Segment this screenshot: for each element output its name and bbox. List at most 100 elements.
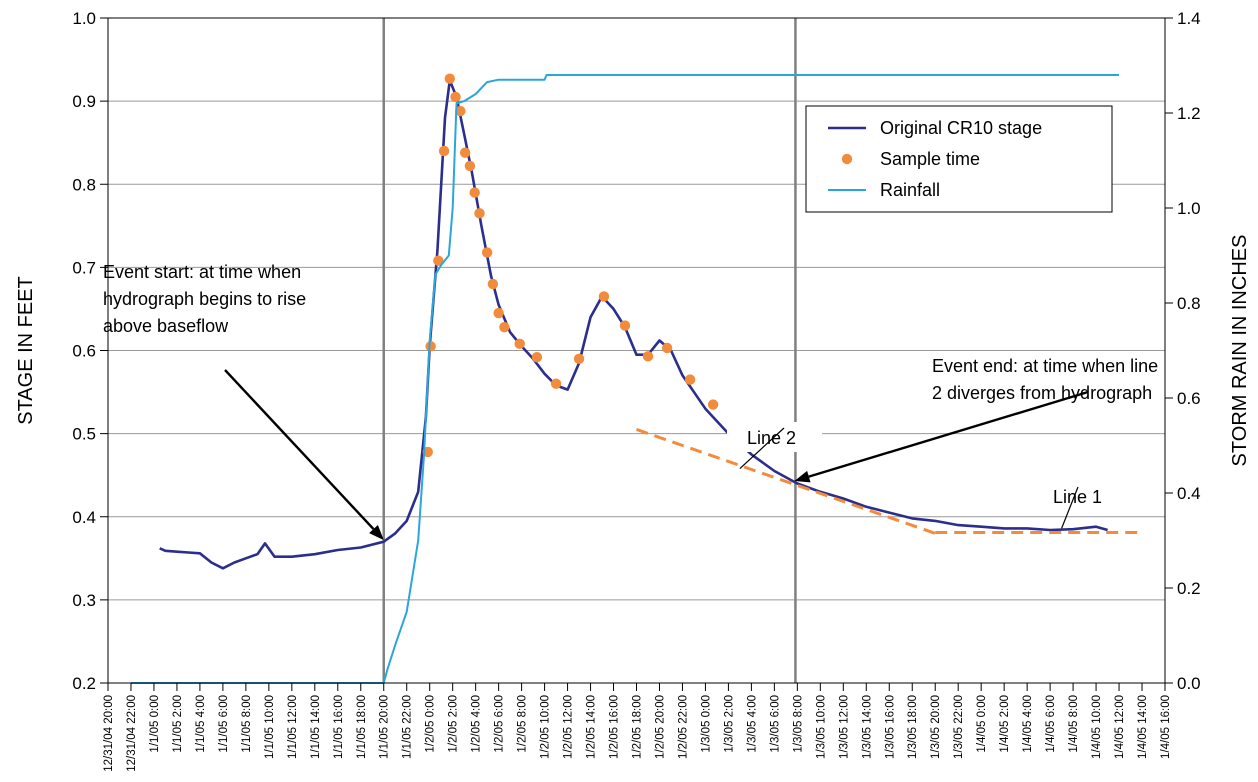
- left-tick-label: 0.8: [72, 175, 96, 194]
- line-2-label-text: Line 2: [747, 428, 796, 448]
- right-tick-label: 1.4: [1177, 9, 1201, 28]
- legend-label: Sample time: [880, 149, 980, 169]
- x-tick-label: 1/2/05 6:00: [494, 695, 506, 753]
- x-tick-label: 1/1/05 10:00: [264, 695, 276, 759]
- x-tick-label: 1/3/05 14:00: [861, 695, 873, 759]
- sample-point: [459, 147, 471, 158]
- sample-point: [474, 208, 485, 219]
- legend: Original CR10 stage Sample time Rainfall: [805, 105, 1113, 213]
- x-tick-label: 1/3/05 16:00: [884, 695, 896, 759]
- x-tick-label: 1/3/05 18:00: [907, 695, 919, 759]
- series-layer: [131, 73, 1119, 684]
- x-tick-label: 1/2/05 16:00: [609, 695, 621, 759]
- annotation-leader-line: [739, 427, 785, 469]
- x-tick-label: 1/2/05 2:00: [448, 695, 460, 753]
- vertical-event-markers: [382, 18, 797, 683]
- right-tick-label: 1.2: [1177, 104, 1201, 123]
- x-tick-label: 1/2/05 18:00: [632, 695, 644, 759]
- left-tick-label: 0.7: [72, 258, 96, 277]
- x-tick-label: 1/1/05 18:00: [356, 695, 368, 759]
- line-1-label-text: Line 1: [1053, 487, 1102, 507]
- x-tick-label: 1/3/05 8:00: [792, 695, 804, 753]
- reference-lines: [636, 428, 1143, 535]
- event-end-text: Event end: at time when line: [932, 356, 1158, 376]
- legend-label: Original CR10 stage: [880, 118, 1042, 138]
- sample-point: [455, 105, 466, 117]
- x-tick-label: 1/3/05 4:00: [746, 695, 758, 753]
- left-tick-label: 0.3: [72, 591, 96, 610]
- sample-point: [619, 320, 631, 331]
- left-tick-label: 0.9: [72, 92, 96, 111]
- x-tick-label: 1/1/05 6:00: [218, 695, 230, 753]
- x-tick-label: 1/4/05 12:00: [1114, 695, 1126, 759]
- annotation-leader-line: [1061, 486, 1079, 529]
- x-tick-label: 1/1/05 2:00: [172, 695, 184, 753]
- x-tick-label: 1/2/05 20:00: [655, 695, 667, 759]
- sample-point: [438, 145, 450, 157]
- right-tick-label: 0.0: [1177, 674, 1201, 693]
- left-tick-label: 1.0: [72, 9, 96, 28]
- legend-box: [805, 105, 1113, 213]
- x-tick-label: 1/4/05 14:00: [1137, 695, 1149, 759]
- sample-point: [444, 73, 456, 84]
- x-tick-label: 1/3/05 6:00: [769, 695, 781, 753]
- x-tick-label: 1/3/05 0:00: [700, 695, 712, 753]
- right-tick-label: 1.0: [1177, 199, 1201, 218]
- sample-time-series: [422, 73, 719, 458]
- sample-point: [425, 341, 436, 352]
- sample-point: [661, 342, 673, 354]
- axes: 0.2 0.3 0.4 0.5 0.6 0.7 0.8 0.9 1.0 0.0 0.2 0.4 0.6 0…: [15, 9, 1251, 772]
- event-start-text: hydrograph begins to rise: [103, 289, 306, 309]
- x-tick-label: 12/31/04 22:00: [126, 695, 138, 772]
- annotation-arrow-head: [794, 470, 811, 483]
- x-tick-label: 1/2/05 12:00: [563, 695, 575, 759]
- x-tick-label: 1/4/05 4:00: [1022, 695, 1034, 753]
- x-tick-label: 1/1/05 8:00: [241, 695, 253, 753]
- x-tick-label: 1/2/05 4:00: [471, 695, 483, 753]
- sample-point: [598, 291, 610, 302]
- sample-point: [642, 351, 654, 362]
- event-start-text: above baseflow: [103, 316, 229, 336]
- y-right-axis-title: STORM RAIN IN INCHES: [1229, 235, 1251, 467]
- x-tick-label: 1/1/05 14:00: [310, 695, 322, 759]
- x-tick-label: 12/31/04 20:00: [103, 695, 115, 772]
- x-tick-label: 1/4/05 2:00: [999, 695, 1011, 753]
- left-tick-label: 0.4: [72, 508, 96, 527]
- annotations: Event start: at time when hydrograph begi…: [103, 262, 1158, 541]
- sample-point: [531, 351, 543, 363]
- sample-point: [481, 247, 493, 258]
- x-tick-label: 1/3/05 22:00: [953, 695, 965, 759]
- reference-line-1: [636, 428, 936, 535]
- x-tick-label: 1/2/05 0:00: [425, 695, 437, 753]
- event-end-text: 2 diverges from hydrograph: [932, 383, 1152, 403]
- sample-point: [433, 255, 444, 266]
- annotation-arrow-line: [808, 390, 1089, 478]
- sample-point: [487, 278, 499, 290]
- x-tick-label: 1/1/05 20:00: [379, 695, 391, 759]
- stage-line: [159, 79, 1108, 570]
- right-tick-label: 0.6: [1177, 389, 1201, 408]
- x-tick-label: 1/2/05 14:00: [586, 695, 598, 759]
- left-tick-label: 0.2: [72, 674, 96, 693]
- x-tick-label: 1/3/05 10:00: [815, 695, 827, 759]
- sample-point: [514, 338, 525, 350]
- legend-label: Rainfall: [880, 180, 940, 200]
- x-tick-label: 1/4/05 16:00: [1160, 695, 1172, 759]
- sample-point: [573, 353, 585, 365]
- x-tick-label: 1/1/05 0:00: [149, 695, 161, 753]
- x-tick-label: 1/4/05 0:00: [976, 695, 988, 753]
- x-tick-label: 1/3/05 2:00: [723, 695, 735, 753]
- right-tick-label: 0.4: [1177, 484, 1201, 503]
- legend-swatch-sample-time: [841, 153, 853, 165]
- right-tick-label: 0.8: [1177, 294, 1201, 313]
- x-tick-label: 1/3/05 20:00: [930, 695, 942, 759]
- left-tick-label: 0.6: [72, 342, 96, 361]
- left-tick-label: 0.5: [72, 425, 96, 444]
- sample-point: [684, 374, 696, 385]
- x-tick-label: 1/1/05 4:00: [195, 695, 207, 753]
- x-tick-label: 1/2/05 8:00: [517, 695, 529, 753]
- sample-point: [499, 322, 510, 333]
- sample-point: [493, 307, 504, 319]
- x-tick-label: 1/1/05 16:00: [333, 695, 345, 759]
- x-tick-label: 1/1/05 22:00: [402, 695, 414, 759]
